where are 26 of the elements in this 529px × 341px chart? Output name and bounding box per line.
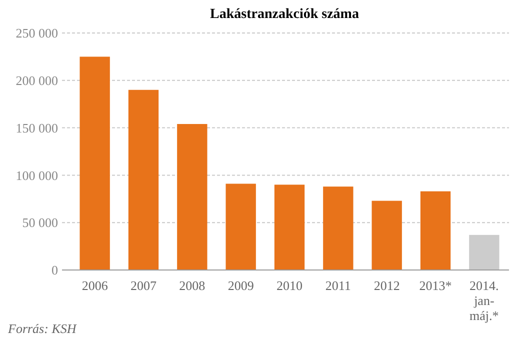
x-tick-label: 2014. jan-máj.* <box>470 278 499 323</box>
bar <box>420 191 451 270</box>
x-tick-label: 2012 <box>374 278 400 293</box>
y-tick-label: 50 000 <box>22 215 58 230</box>
x-tick-label: 2013* <box>419 278 452 293</box>
x-tick-label: 2006 <box>82 278 108 293</box>
bar <box>128 90 159 270</box>
chart-title: Lakástranzakciók száma <box>210 7 359 22</box>
y-tick-label: 100 000 <box>16 168 58 183</box>
bar <box>323 186 354 270</box>
y-tick-label: 0 <box>52 262 58 278</box>
bar <box>80 56 110 270</box>
y-tick-label: 150 000 <box>16 120 58 136</box>
x-tick-label: 2010 <box>276 278 302 293</box>
text: Forrás: KSH <box>7 321 77 336</box>
x-tick-label: 2007 <box>130 278 157 293</box>
bar <box>177 124 208 270</box>
x-tick-label: 2011 <box>325 278 351 293</box>
bar <box>226 184 256 270</box>
bar <box>372 200 402 270</box>
x-tick-label: 2008 <box>179 278 206 293</box>
y-tick-label: 250 000 <box>16 26 58 41</box>
bar <box>274 184 305 270</box>
x-tick-label: 2009 <box>228 278 254 293</box>
bar <box>469 234 500 270</box>
y-tick-label: 200 000 <box>16 72 58 88</box>
